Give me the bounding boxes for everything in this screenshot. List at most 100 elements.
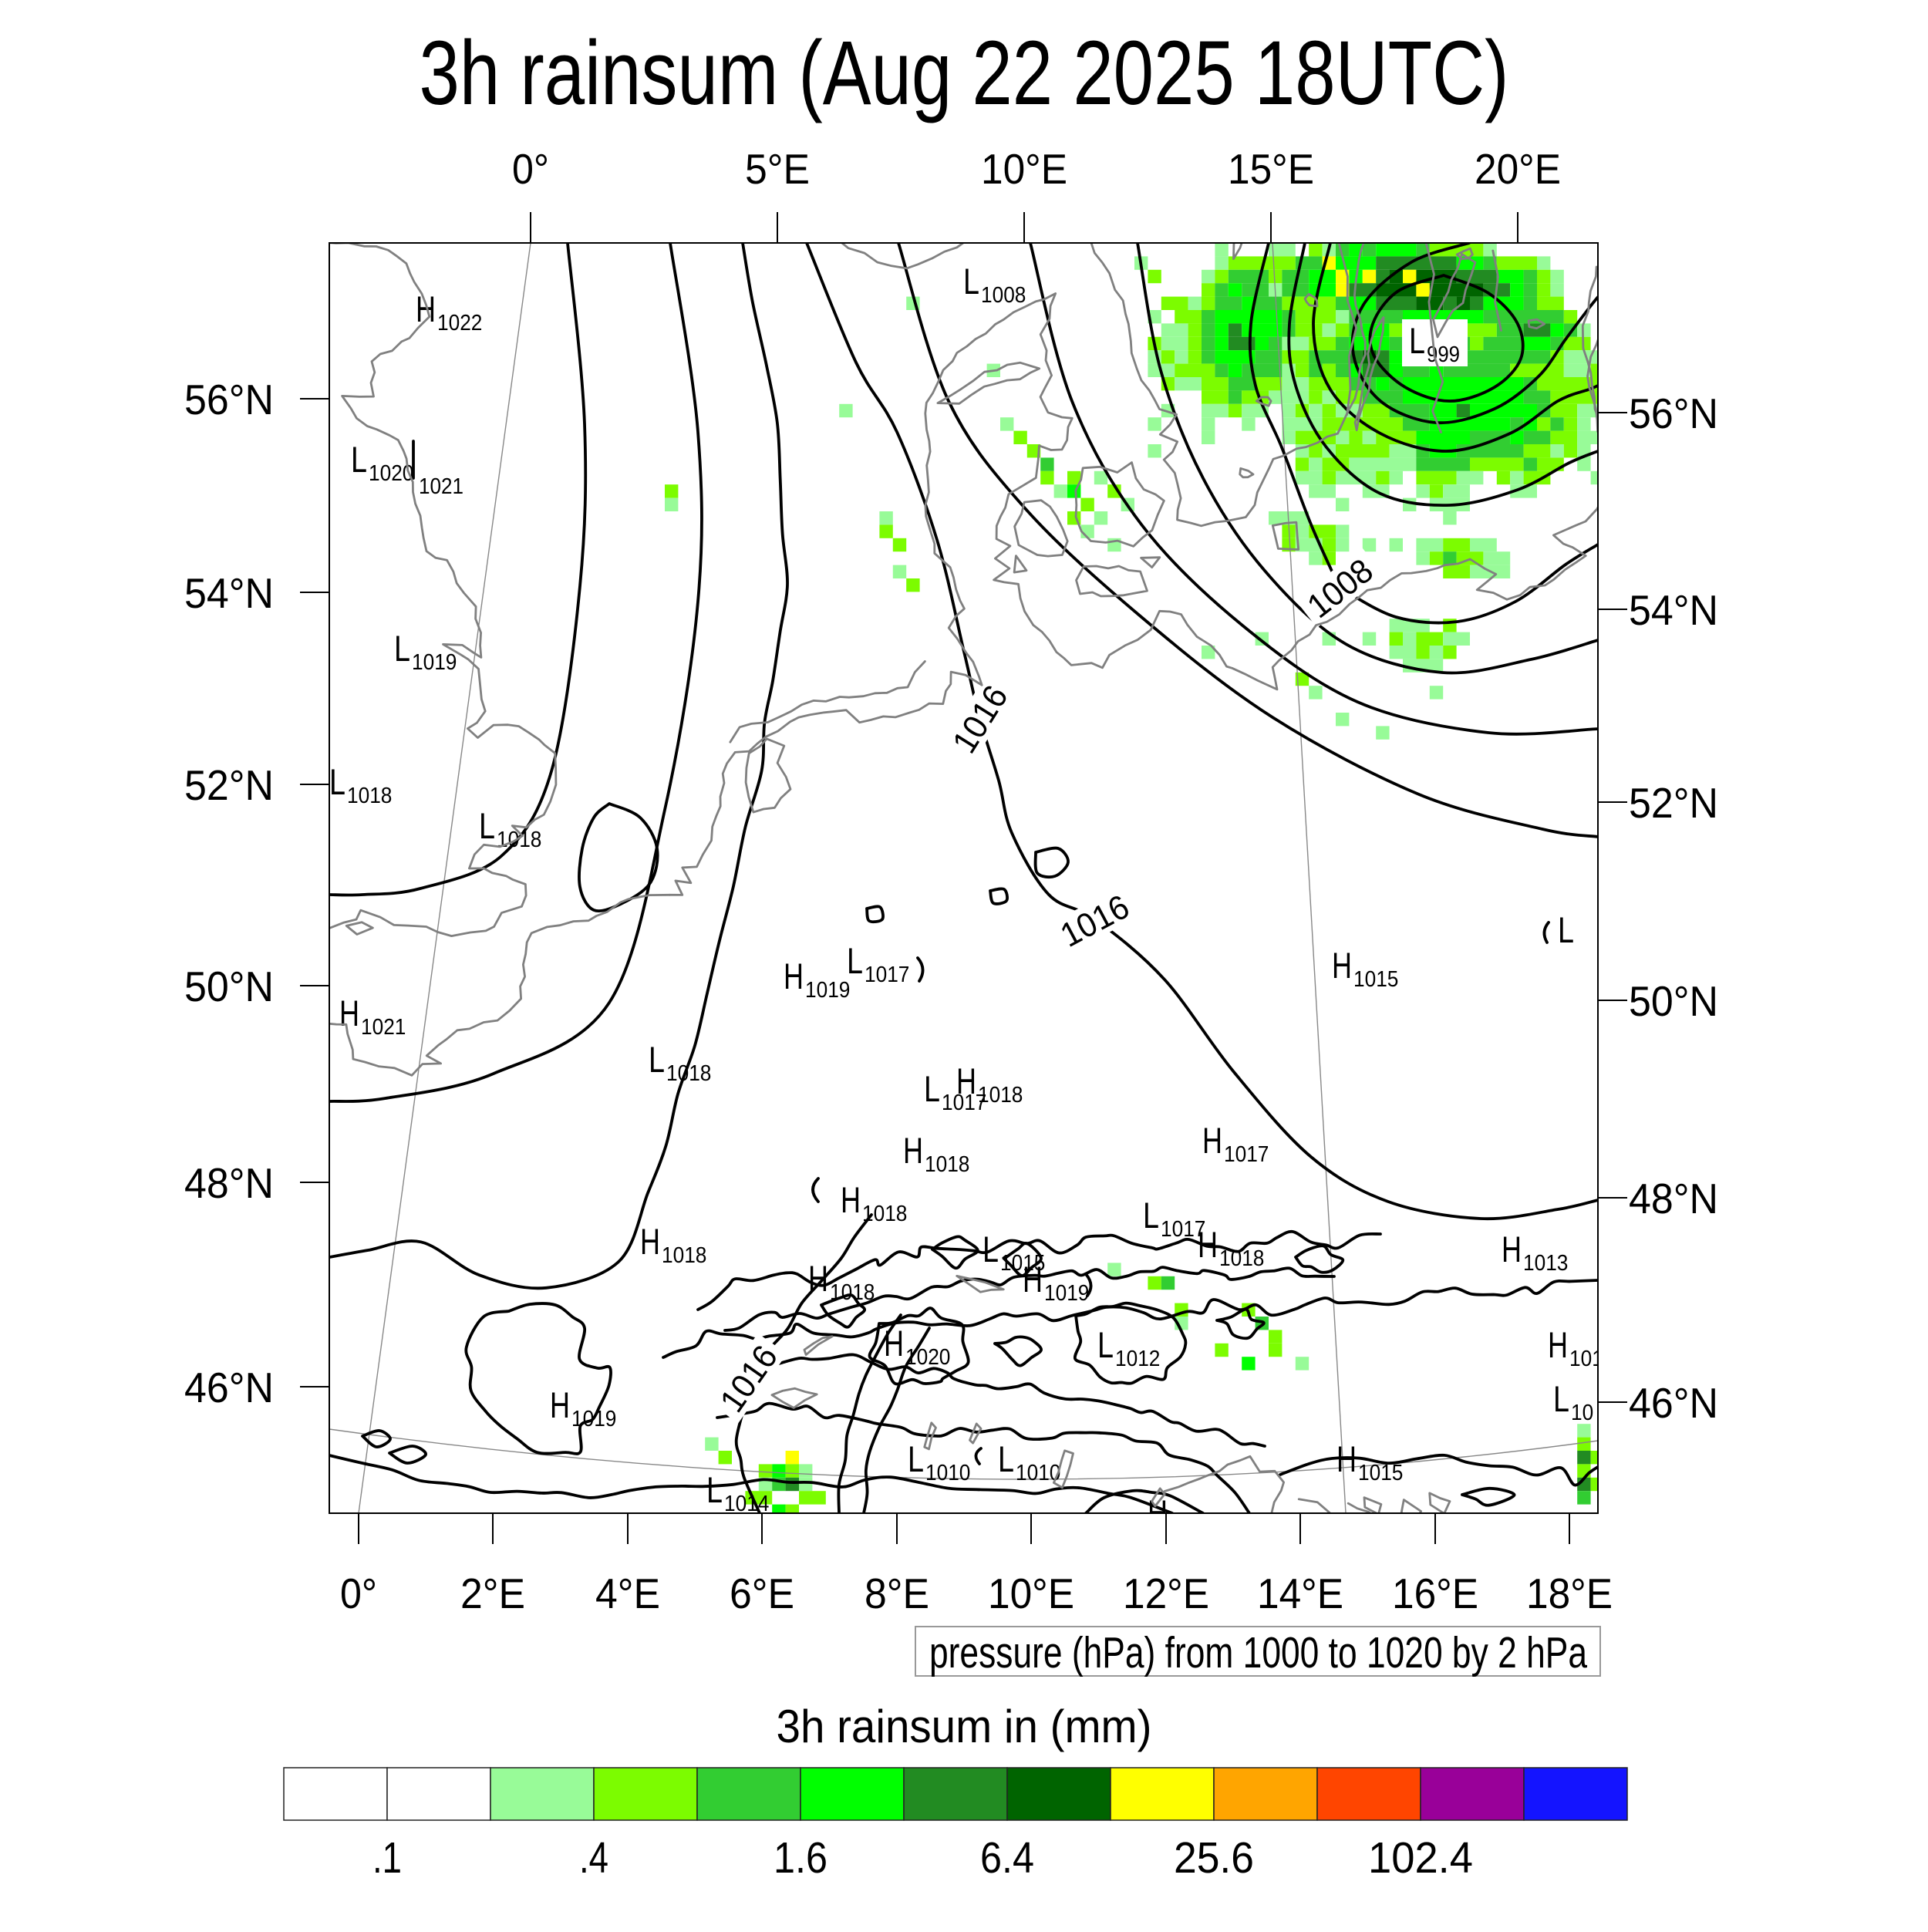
svg-text:H: H — [550, 1384, 570, 1425]
svg-text:1021: 1021 — [419, 474, 463, 499]
svg-text:H: H — [784, 956, 804, 996]
svg-text:1018: 1018 — [347, 784, 392, 808]
svg-text:1012: 1012 — [1115, 1347, 1160, 1371]
svg-text:1.6: 1.6 — [774, 1833, 827, 1883]
svg-text:H: H — [903, 1130, 923, 1171]
svg-text:1008: 1008 — [981, 283, 1026, 308]
svg-text:4°E: 4°E — [595, 1570, 660, 1617]
svg-text:14°E: 14°E — [1257, 1570, 1343, 1617]
svg-text:1018: 1018 — [862, 1202, 907, 1226]
svg-text:L: L — [924, 1068, 940, 1109]
svg-text:54°N: 54°N — [184, 569, 274, 617]
svg-text:46°N: 46°N — [1629, 1379, 1718, 1427]
svg-text:48°N: 48°N — [184, 1159, 274, 1207]
svg-text:H: H — [1202, 1120, 1222, 1161]
svg-text:H: H — [1548, 1324, 1568, 1365]
svg-text:H: H — [1336, 1438, 1357, 1479]
svg-text:10°E: 10°E — [981, 145, 1067, 193]
svg-text:46°N: 46°N — [184, 1364, 274, 1411]
svg-text:1013: 1013 — [1523, 1251, 1568, 1276]
svg-text:1021: 1021 — [361, 1015, 406, 1040]
svg-text:H: H — [640, 1221, 660, 1262]
svg-text:6°E: 6°E — [730, 1570, 794, 1617]
svg-text:102.4: 102.4 — [1368, 1833, 1473, 1883]
svg-text:H: H — [808, 1258, 828, 1299]
svg-text:H: H — [416, 288, 436, 329]
svg-text:L: L — [1097, 1324, 1114, 1365]
svg-text:H: H — [1198, 1224, 1218, 1265]
svg-text:10: 10 — [1571, 1401, 1593, 1425]
svg-text:52°N: 52°N — [184, 761, 274, 809]
svg-text:L: L — [479, 805, 495, 846]
svg-text:999: 999 — [1427, 342, 1460, 367]
svg-text:.4: .4 — [579, 1833, 608, 1883]
svg-text:18°E: 18°E — [1526, 1570, 1613, 1617]
svg-text:L: L — [1409, 320, 1425, 361]
svg-text:52°N: 52°N — [1629, 779, 1718, 827]
svg-text:1019: 1019 — [805, 978, 850, 1003]
svg-text:56°N: 56°N — [1629, 389, 1718, 437]
svg-text:.1: .1 — [372, 1833, 402, 1883]
svg-text:L: L — [1558, 909, 1574, 950]
svg-text:1018: 1018 — [666, 1061, 711, 1086]
svg-text:L: L — [706, 1469, 723, 1510]
svg-text:H: H — [1502, 1229, 1522, 1269]
svg-text:5°E: 5°E — [745, 145, 810, 193]
svg-text:1010: 1010 — [925, 1461, 970, 1485]
svg-text:H: H — [841, 1179, 861, 1220]
svg-text:L: L — [908, 1438, 924, 1479]
svg-text:54°N: 54°N — [1629, 586, 1718, 634]
svg-text:H: H — [1023, 1259, 1043, 1300]
svg-text:H: H — [956, 1060, 976, 1101]
svg-text:L: L — [394, 628, 410, 669]
svg-text:1014: 1014 — [724, 1492, 769, 1516]
svg-text:15°E: 15°E — [1228, 145, 1314, 193]
svg-text:1018: 1018 — [925, 1152, 969, 1177]
svg-text:3h rainsum (Aug 22 2025 18UTC): 3h rainsum (Aug 22 2025 18UTC) — [420, 22, 1509, 124]
svg-text:1019: 1019 — [412, 650, 457, 675]
svg-text:20°E: 20°E — [1475, 145, 1561, 193]
svg-text:L: L — [847, 940, 863, 981]
svg-text:H: H — [884, 1323, 904, 1364]
svg-text:101: 101 — [1569, 1347, 1603, 1371]
svg-text:1018: 1018 — [662, 1243, 706, 1268]
svg-text:0°: 0° — [512, 145, 549, 193]
svg-text:L: L — [351, 439, 367, 480]
svg-text:6.4: 6.4 — [980, 1833, 1034, 1883]
svg-text:1017: 1017 — [865, 963, 909, 987]
svg-text:1020: 1020 — [905, 1345, 950, 1370]
svg-text:L: L — [998, 1438, 1014, 1479]
svg-text:pressure (hPa) from 1000 to 10: pressure (hPa) from 1000 to 1020 by 2 hP… — [929, 1628, 1587, 1677]
svg-text:12°E: 12°E — [1123, 1570, 1209, 1617]
svg-text:0°: 0° — [340, 1570, 377, 1617]
svg-text:48°N: 48°N — [1629, 1175, 1718, 1222]
svg-text:1019: 1019 — [1044, 1281, 1089, 1306]
svg-text:L: L — [983, 1229, 999, 1269]
svg-text:16°E: 16°E — [1392, 1570, 1478, 1617]
svg-text:1010: 1010 — [1016, 1461, 1060, 1485]
svg-text:1018: 1018 — [978, 1083, 1023, 1108]
svg-text:H: H — [339, 993, 359, 1033]
svg-text:L: L — [649, 1039, 665, 1080]
svg-text:10°E: 10°E — [988, 1570, 1074, 1617]
svg-text:1017: 1017 — [942, 1091, 986, 1115]
svg-text:H: H — [1332, 945, 1352, 986]
svg-text:L: L — [1143, 1195, 1159, 1236]
svg-text:1017: 1017 — [1161, 1217, 1205, 1242]
svg-text:25.6: 25.6 — [1174, 1833, 1254, 1883]
svg-text:8°E: 8°E — [865, 1570, 929, 1617]
svg-text:50°N: 50°N — [184, 963, 274, 1010]
svg-text:2°E: 2°E — [460, 1570, 525, 1617]
svg-text:1017: 1017 — [1224, 1142, 1269, 1167]
svg-text:L: L — [329, 761, 345, 802]
svg-text:1018: 1018 — [830, 1280, 875, 1305]
svg-text:L: L — [1553, 1378, 1569, 1419]
svg-text:1015: 1015 — [1358, 1461, 1403, 1485]
svg-text:1015: 1015 — [1353, 967, 1398, 992]
svg-text:1019: 1019 — [571, 1407, 616, 1431]
svg-text:1022: 1022 — [437, 311, 482, 335]
svg-text:1015: 1015 — [1000, 1251, 1045, 1276]
svg-text:3h rainsum in (mm): 3h rainsum in (mm) — [777, 1701, 1152, 1752]
svg-text:1018: 1018 — [1219, 1246, 1264, 1271]
svg-text:56°N: 56°N — [184, 376, 274, 423]
